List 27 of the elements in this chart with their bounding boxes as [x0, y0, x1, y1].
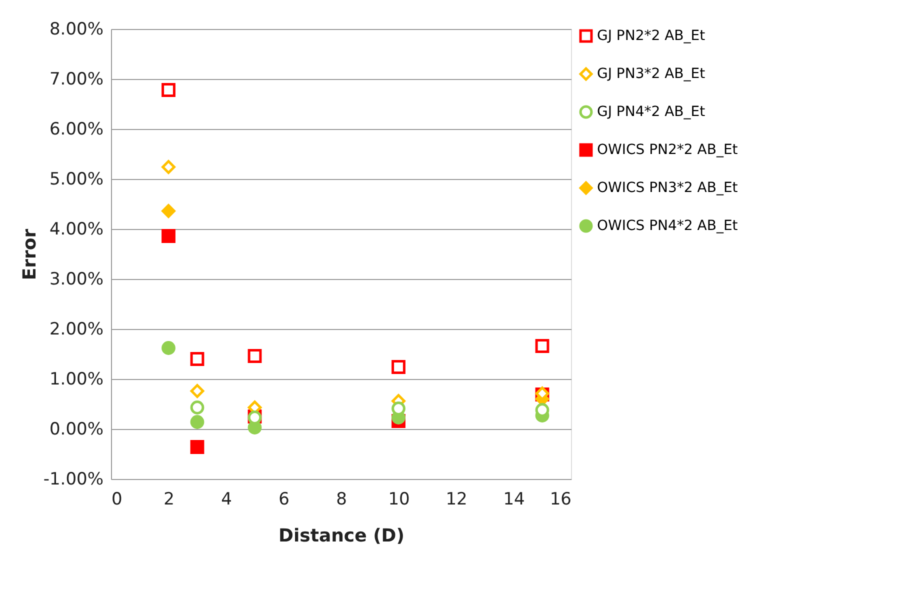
y-tick-label: -1.00%: [43, 470, 104, 490]
y-tick-label: 5.00%: [49, 170, 104, 190]
x-axis-title: Distance (D): [278, 526, 404, 546]
x-tick-label: 16: [550, 490, 572, 510]
y-tick-label: 0.00%: [49, 420, 104, 440]
x-tick-label: 10: [388, 490, 410, 510]
x-tick-label: 6: [278, 490, 290, 510]
y-tick-label: 1.00%: [49, 370, 104, 390]
y-tick-label: 3.00%: [49, 270, 104, 290]
legend-label: GJ PN2*2 AB_Et: [597, 28, 706, 44]
legend-label: GJ PN4*2 AB_Et: [597, 104, 706, 120]
y-tick-label: 2.00%: [49, 320, 104, 340]
legend-label: OWICS PN2*2 AB_Et: [597, 142, 738, 158]
y-tick-label: 4.00%: [49, 220, 104, 240]
x-tick-label: 12: [446, 490, 468, 510]
y-tick-label: 8.00%: [49, 20, 104, 40]
x-tick-label: 14: [503, 490, 525, 510]
x-tick-label: 2: [164, 490, 174, 510]
x-tick-label: 8: [336, 490, 347, 510]
legend-label: OWICS PN3*2 AB_Et: [597, 180, 738, 196]
legend-label: OWICS PN4*2 AB_Et: [597, 218, 738, 234]
y-tick-label: 7.00%: [49, 70, 104, 90]
legend-label: GJ PN3*2 AB_Et: [597, 66, 706, 82]
x-tick-label: 4: [221, 490, 232, 510]
x-tick-label: 0: [112, 490, 122, 510]
y-axis-title: Error: [19, 228, 40, 280]
y-tick-label: 6.00%: [49, 120, 104, 140]
